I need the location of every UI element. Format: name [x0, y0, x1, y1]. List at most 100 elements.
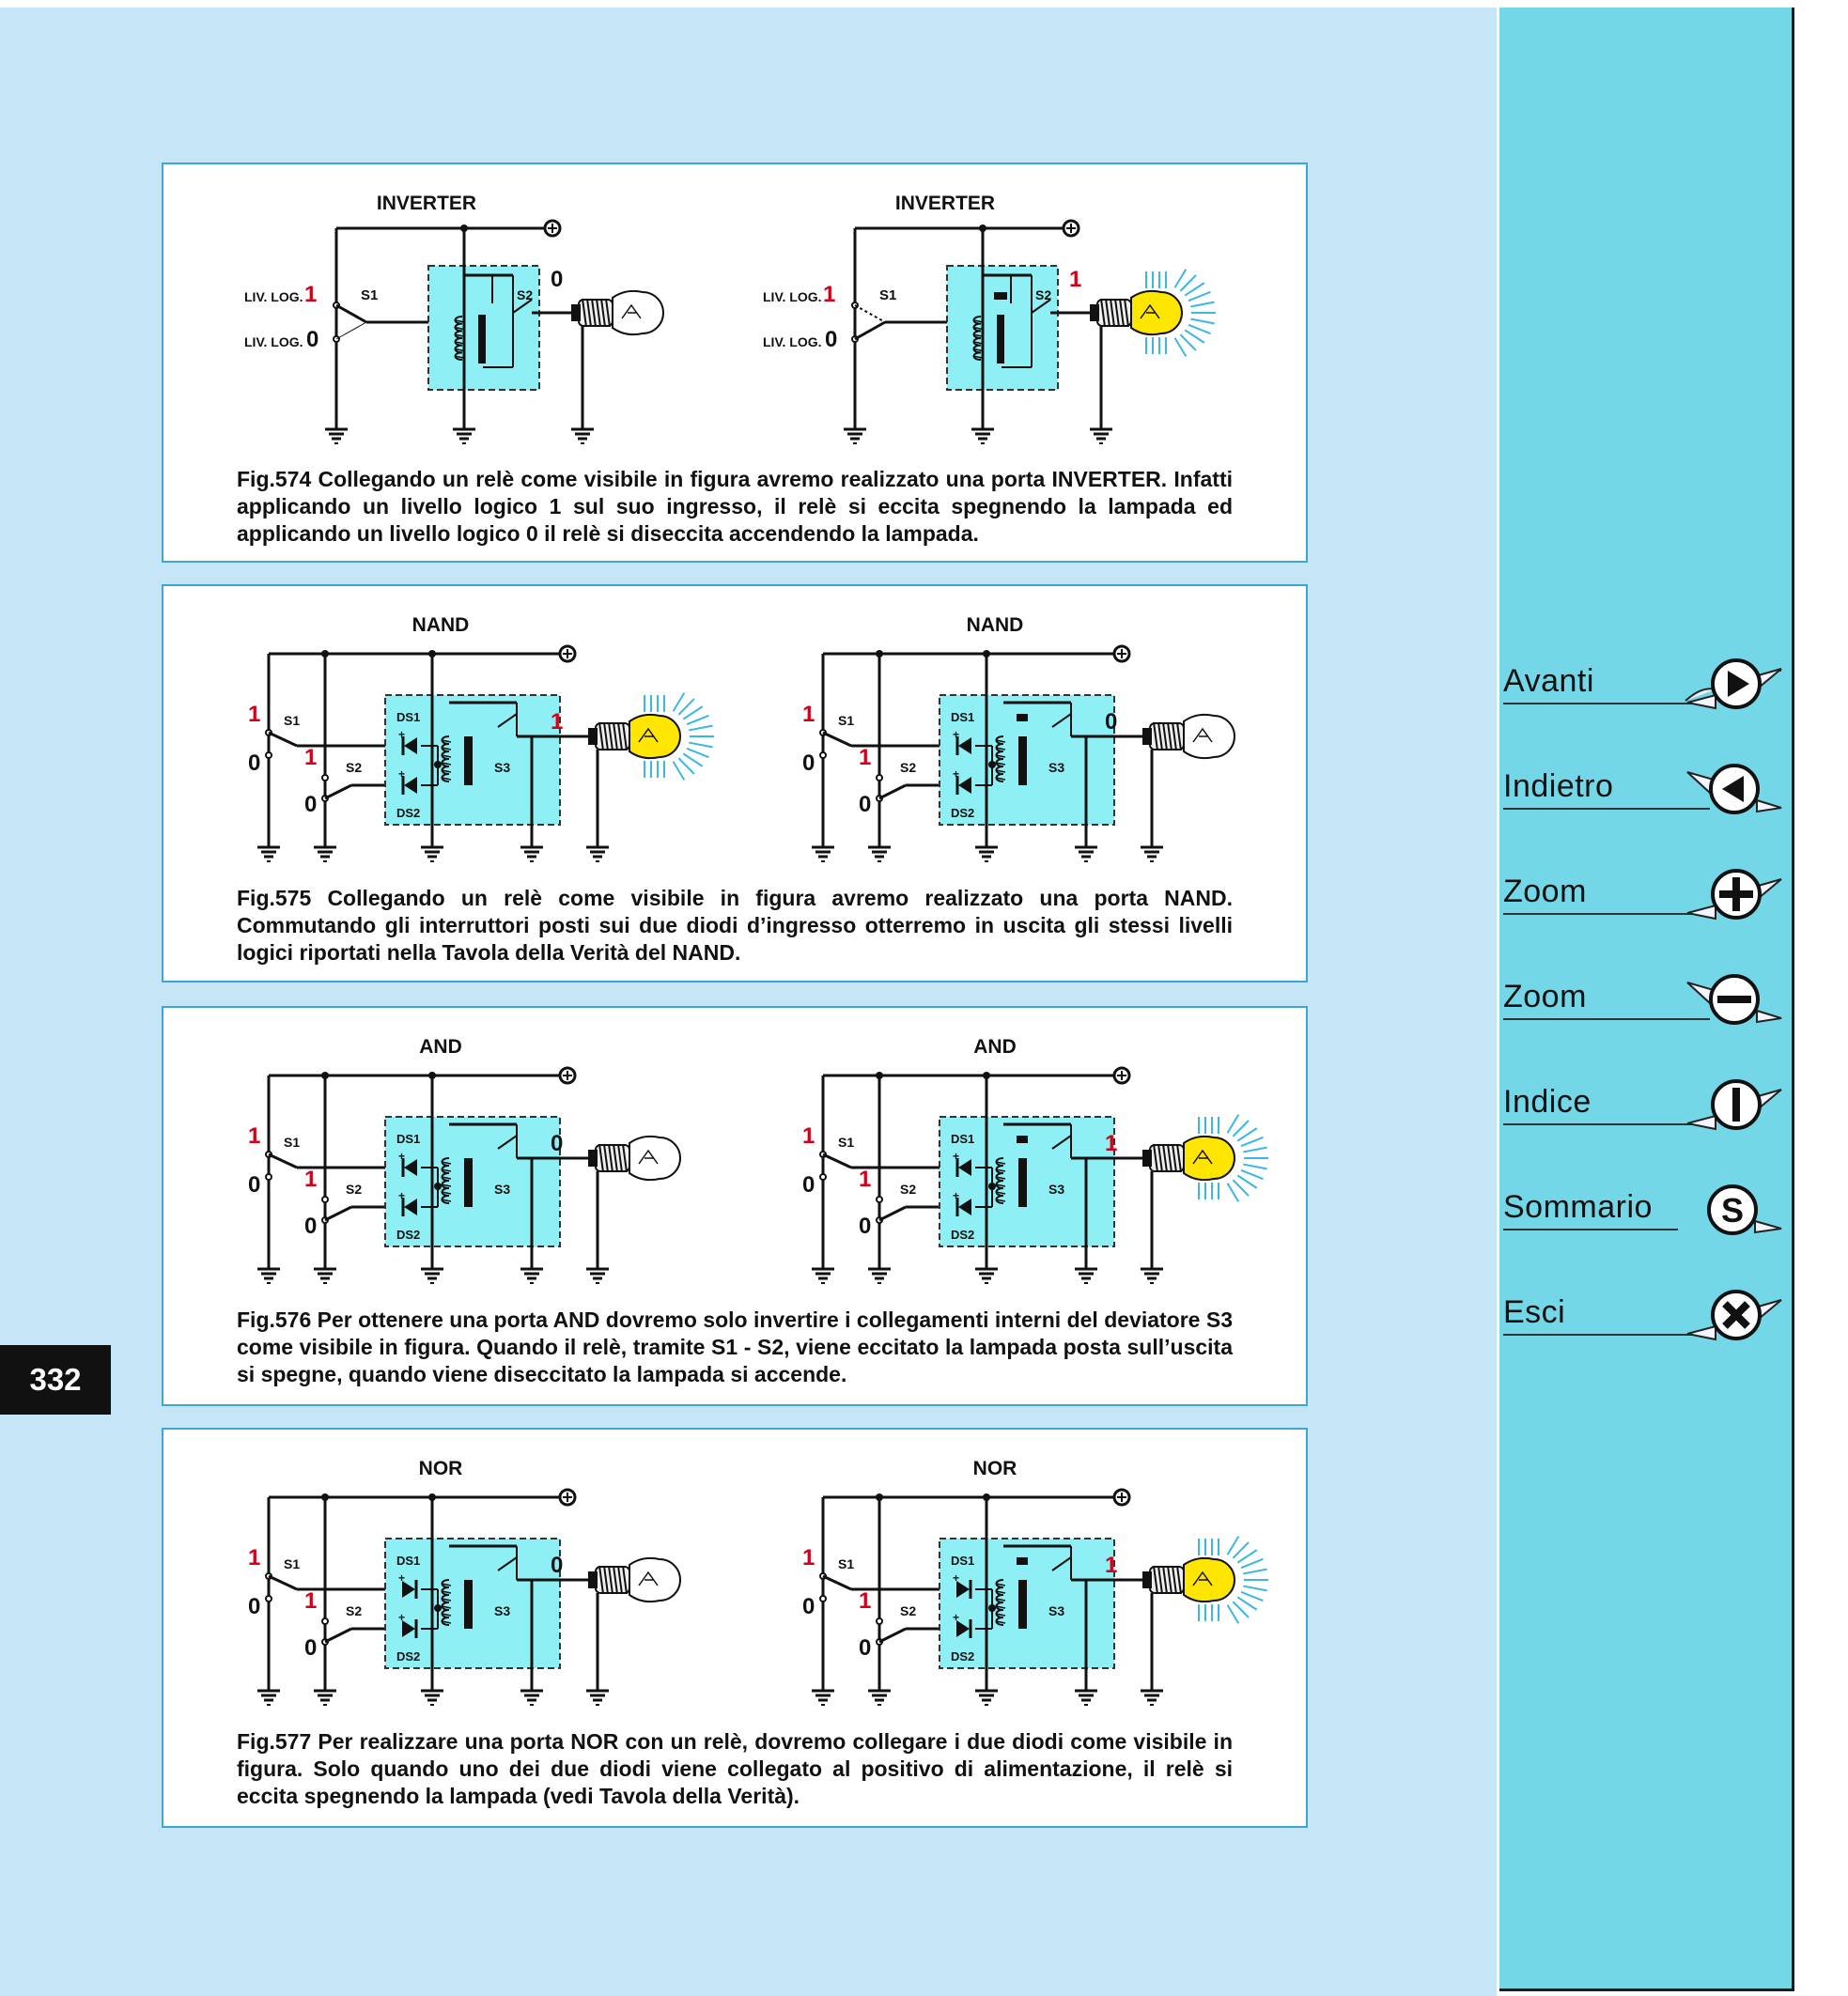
lamp-contact	[571, 304, 581, 321]
figure-575-panel: NAND 1 0 S1 1 0 S2 + + DS1 DS2 S3 1 NAND 1 0 S1 1 0 S2 + + DS1…	[162, 584, 1308, 983]
relay-contact-label: S3	[494, 1603, 510, 1618]
ground-symbol	[586, 838, 609, 862]
switch2-label: S2	[346, 1603, 362, 1618]
nav-avanti-label: Avanti	[1503, 663, 1594, 699]
nav-underline	[1503, 1334, 1710, 1336]
circuit-title: AND	[419, 1036, 462, 1058]
relay-armature	[1031, 299, 1051, 314]
s2-level-high: 1	[859, 1167, 871, 1192]
ground-symbol	[868, 1681, 891, 1706]
relay-core	[994, 292, 1007, 300]
lamp-thread	[613, 1565, 618, 1595]
diode2-label: DS2	[396, 806, 420, 820]
nav-zoom-in-button[interactable]: Zoom	[1503, 859, 1785, 934]
s1-level-high: 1	[248, 1123, 260, 1149]
coil-turn	[441, 1590, 452, 1594]
switch1-label: S1	[284, 713, 300, 728]
switch2-label: S2	[900, 760, 916, 775]
lamp-on-icon	[1142, 1536, 1268, 1624]
coil-turn	[995, 1620, 1006, 1624]
nav-indice-button[interactable]: Indice	[1503, 1069, 1785, 1144]
lamp-thread	[1176, 721, 1182, 751]
diode-triangle	[956, 1620, 970, 1637]
nand-circuit-diagram: NAND 1 0 S1 1 0 S2 + + DS1 DS2 S3 1 NAND 1 0 S1 1 0 S2 + + DS1…	[248, 614, 1235, 862]
switch1-label: S1	[838, 1556, 854, 1571]
lamp-light-ray	[686, 714, 709, 726]
output-level: 1	[1105, 1131, 1117, 1156]
nav-avanti-button[interactable]: Avanti	[1503, 648, 1785, 723]
coil-turn	[454, 326, 465, 331]
lamp-glass	[1183, 1135, 1235, 1182]
lamp-thread	[1162, 1565, 1168, 1595]
diode: +	[398, 767, 417, 795]
index-icon	[1686, 1079, 1782, 1131]
svg-text:S: S	[1721, 1191, 1744, 1230]
nav-indietro-button[interactable]: Indietro	[1503, 753, 1785, 828]
coil-turn	[995, 1605, 1006, 1609]
figure-576-panel: AND 1 0 S1 1 0 S2 + + DS1 DS2 S3 0 AND 1 0 S1 1 0 S2 + + DS1 DS…	[162, 1006, 1308, 1406]
output-level: 1	[551, 709, 563, 735]
lamp-light-ray	[1226, 1536, 1240, 1555]
lamp-thread	[1105, 298, 1110, 328]
nav-underline	[1503, 808, 1710, 810]
lamp-filament	[638, 1149, 659, 1165]
lamp-light-ray	[1173, 337, 1188, 357]
nav-underline	[1503, 913, 1710, 915]
ground-symbol	[520, 1260, 543, 1284]
ground-symbol	[1141, 1260, 1163, 1284]
s2-level-low: 0	[859, 1635, 871, 1661]
lamp-on-icon	[1142, 1114, 1268, 1202]
nav-zoom-out-button[interactable]: Zoom	[1503, 964, 1785, 1039]
lamp-thread	[1172, 721, 1177, 751]
s2-level-low: 0	[304, 1214, 317, 1239]
output-level: 0	[551, 1131, 563, 1156]
lamp-contact	[1142, 728, 1152, 745]
nand-circuit: NAND 1 0 S1 1 0 S2 + + DS1 DS2 S3 0	[802, 614, 1235, 862]
lamp-thread	[617, 1143, 623, 1173]
switch2-label: S2	[346, 1182, 362, 1197]
lamp-light-ray	[689, 724, 713, 732]
switch-blade	[335, 303, 367, 324]
switch1-label: S1	[284, 1556, 300, 1571]
coil-turn	[441, 1583, 452, 1586]
diode-polarity: +	[398, 1189, 405, 1202]
coil-turn	[995, 1168, 1006, 1172]
contact-terminal	[321, 1617, 329, 1625]
nav-sommario-button[interactable]: Sommario S	[1503, 1174, 1785, 1249]
lamp-filament	[1192, 727, 1213, 743]
diode-polarity: +	[398, 767, 405, 781]
coil-winding	[441, 735, 450, 782]
input-level-low: 0	[306, 327, 318, 352]
diode-triangle	[404, 1199, 417, 1215]
lamp-thread	[1124, 298, 1129, 328]
switch1-blade	[822, 1574, 852, 1591]
diode: +	[398, 1571, 418, 1599]
switch-blade	[854, 320, 886, 341]
relay-contact-label: S3	[494, 760, 510, 775]
lamp-light-ray	[1243, 1163, 1267, 1170]
ground-symbol	[421, 838, 443, 862]
lamp-light-ray	[677, 757, 695, 775]
lamp-light-ray	[1232, 1541, 1250, 1559]
relay-core	[464, 736, 473, 785]
diode-triangle	[956, 1581, 970, 1598]
diode-polarity: +	[953, 1571, 959, 1585]
relay-coil	[441, 1157, 452, 1204]
relay-core	[478, 315, 486, 364]
lamp-thread	[608, 1565, 613, 1595]
diode-polarity: +	[953, 1611, 959, 1624]
positive-terminal	[1112, 1066, 1131, 1085]
lamp-light-ray	[1226, 1183, 1240, 1202]
nav-underline	[1503, 1229, 1678, 1230]
coil-winding	[995, 1579, 1004, 1626]
s1-level-low: 0	[802, 1594, 815, 1619]
nav-esci-button[interactable]: Esci	[1503, 1279, 1785, 1354]
switch1-blade	[268, 731, 298, 748]
lamp-thread	[1176, 1143, 1182, 1173]
input-level-label: LIV. LOG.	[244, 334, 303, 349]
coil-winding	[454, 316, 463, 361]
positive-terminal	[1112, 1488, 1131, 1507]
relay-coil	[441, 1579, 452, 1626]
relay-core	[1017, 714, 1028, 721]
switch1-label: S1	[284, 1135, 300, 1150]
